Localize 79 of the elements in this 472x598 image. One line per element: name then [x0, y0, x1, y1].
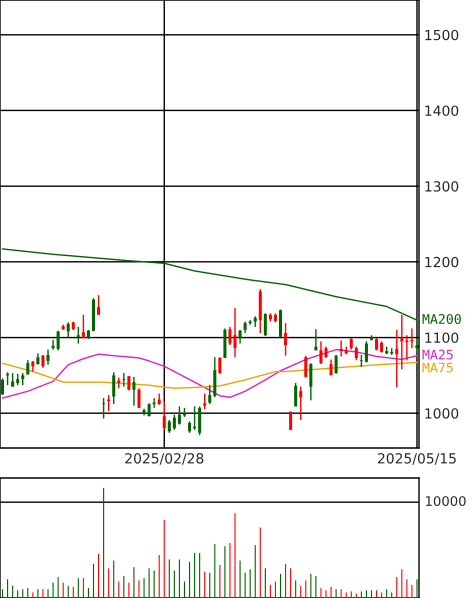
candlestick [148, 402, 151, 417]
candlestick [158, 392, 161, 406]
candlestick [350, 338, 353, 350]
candlestick [21, 372, 24, 386]
candlestick [1, 378, 4, 396]
candlestick [82, 314, 85, 339]
candlestick [395, 329, 398, 388]
candlestick [324, 346, 328, 359]
candlestick [162, 401, 166, 431]
y-tick-label: 1200 [425, 256, 458, 268]
candlestick [228, 326, 232, 346]
candlestick [208, 384, 212, 405]
candlestick [112, 372, 116, 405]
candlestick [86, 329, 90, 340]
candlestick [11, 372, 14, 388]
candlestick [66, 322, 70, 339]
y-tick-label: 1400 [425, 105, 458, 116]
candlestick [330, 358, 333, 376]
candlestick [97, 294, 100, 316]
candlestick [299, 386, 302, 421]
candlestick [152, 397, 156, 409]
candlestick [415, 338, 418, 355]
candlestick [16, 373, 20, 386]
candlestick [36, 352, 40, 366]
candlestick [405, 334, 408, 361]
candlestick [364, 340, 368, 364]
candlestick [264, 312, 267, 337]
text: 10000 [426, 496, 466, 506]
candlestick [122, 372, 126, 388]
candlestick [284, 322, 288, 356]
candlestick [354, 346, 358, 361]
x-tick-label: 2025/05/15 [378, 453, 456, 465]
candlestick [375, 338, 378, 352]
candlestick [254, 316, 257, 328]
candlestick [127, 375, 130, 392]
candlestick [380, 340, 384, 354]
line-series [2, 362, 418, 389]
series-label: MA200 [422, 314, 461, 324]
y-tick-label: 1100 [425, 332, 458, 343]
y-tick-label: 1000 [425, 408, 458, 419]
candlestick [56, 330, 60, 352]
candlestick [188, 420, 192, 434]
candlestick [360, 354, 363, 368]
series-label: MA25 [422, 350, 453, 360]
candlestick [274, 312, 277, 324]
candlestick [31, 360, 34, 372]
y-tick-label: 1300 [425, 181, 458, 192]
candlestick [193, 406, 196, 431]
series-label: MA75 [422, 362, 453, 373]
candlestick [26, 360, 30, 376]
candlestick [137, 388, 141, 409]
candlestick [178, 406, 181, 426]
candlestick [314, 328, 318, 352]
candlestick [107, 394, 110, 412]
y-tick-label: 1500 [425, 30, 458, 40]
candlestick [6, 372, 10, 386]
candlestick [132, 376, 136, 406]
line-series [2, 248, 418, 321]
candlestick [172, 414, 176, 431]
candlestick [400, 314, 404, 370]
candlestick [168, 419, 171, 434]
x-tick-label: 2025/02/28 [125, 453, 204, 465]
candlestick [41, 354, 44, 368]
candlestick [46, 348, 50, 366]
candlestick [76, 326, 80, 344]
candlestick [294, 382, 298, 408]
candlestick [238, 329, 242, 344]
candlestick [234, 307, 237, 358]
candlestick [117, 376, 120, 389]
line-series [2, 348, 418, 399]
candlestick [410, 328, 414, 349]
candlestick [334, 354, 338, 375]
candlestick [182, 407, 186, 418]
candlestick [319, 340, 322, 365]
candlestick [218, 356, 222, 375]
candlestick [289, 410, 292, 431]
candlestick [304, 354, 308, 378]
candlestick [244, 320, 247, 334]
candlestick [309, 362, 312, 402]
